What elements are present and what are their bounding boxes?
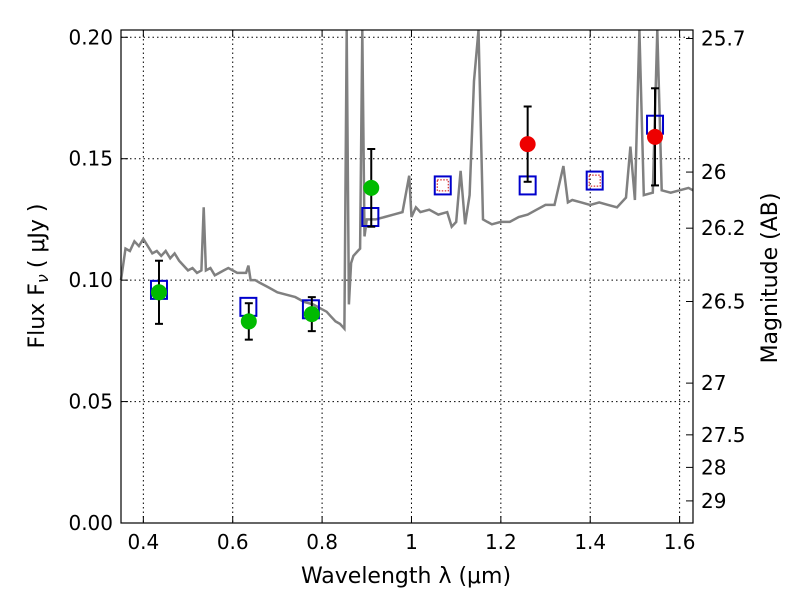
y2-tick-label: 25.7 [701,27,746,51]
y2-tick-label: 26.2 [701,216,746,240]
optical-point [150,284,167,301]
x-tick-label: 0.4 [127,530,159,554]
nir-point [647,128,664,145]
y-axis-label: Flux Fν ( μJy ) [25,204,52,349]
y-axis-label-main: Flux F [25,283,50,348]
y-tick-label: 0.15 [68,147,113,171]
small-square-marker [436,179,449,192]
x-tick-label: 1.2 [485,530,517,554]
y2-tick-label: 28 [701,455,726,479]
y2-tick-label: 26.5 [701,290,746,314]
small-square-marker [588,174,601,187]
plot-frame [120,29,694,524]
y-tick-label: 0.20 [68,25,113,49]
tick-labels: 0.4 0.6 0.8 1 1.2 1.4 1.6 0.00 0.05 0.10 0.15 0.20 2… [68,25,745,554]
optical-point [363,179,380,196]
x-axis-label: Wavelength λ (μm) [301,564,511,589]
x-tick-label: 0.8 [306,530,338,554]
y-axis-label-subscript: ν [33,274,52,283]
model-square-marker [433,175,452,196]
x-tick-label: 1.6 [664,530,696,554]
y-tick-label: 0.05 [68,390,113,414]
model-square-marker [585,170,604,191]
y-tick-label: 0.00 [68,511,113,535]
spectrum-layer [119,29,694,332]
y-tick-label: 0.10 [68,268,113,292]
y2-axis-label: Magnitude (AB) [758,193,783,364]
data-marks [149,87,665,341]
x-tick-label: 1 [405,530,418,554]
y2-tick-label: 27.5 [701,423,746,447]
spectrum-line [119,29,694,332]
y2-tick-label: 27 [701,371,726,395]
y2-tick-label: 29 [701,489,726,513]
x-tick-label: 1.4 [574,530,606,554]
optical-point [303,306,320,323]
x-tick-label: 0.6 [217,530,249,554]
y-axis-label-unit: ( μJy ) [25,204,50,269]
nir-point [519,136,536,153]
y2-tick-label: 26 [701,160,726,184]
optical-point [240,313,257,330]
tick-marks [121,30,693,524]
